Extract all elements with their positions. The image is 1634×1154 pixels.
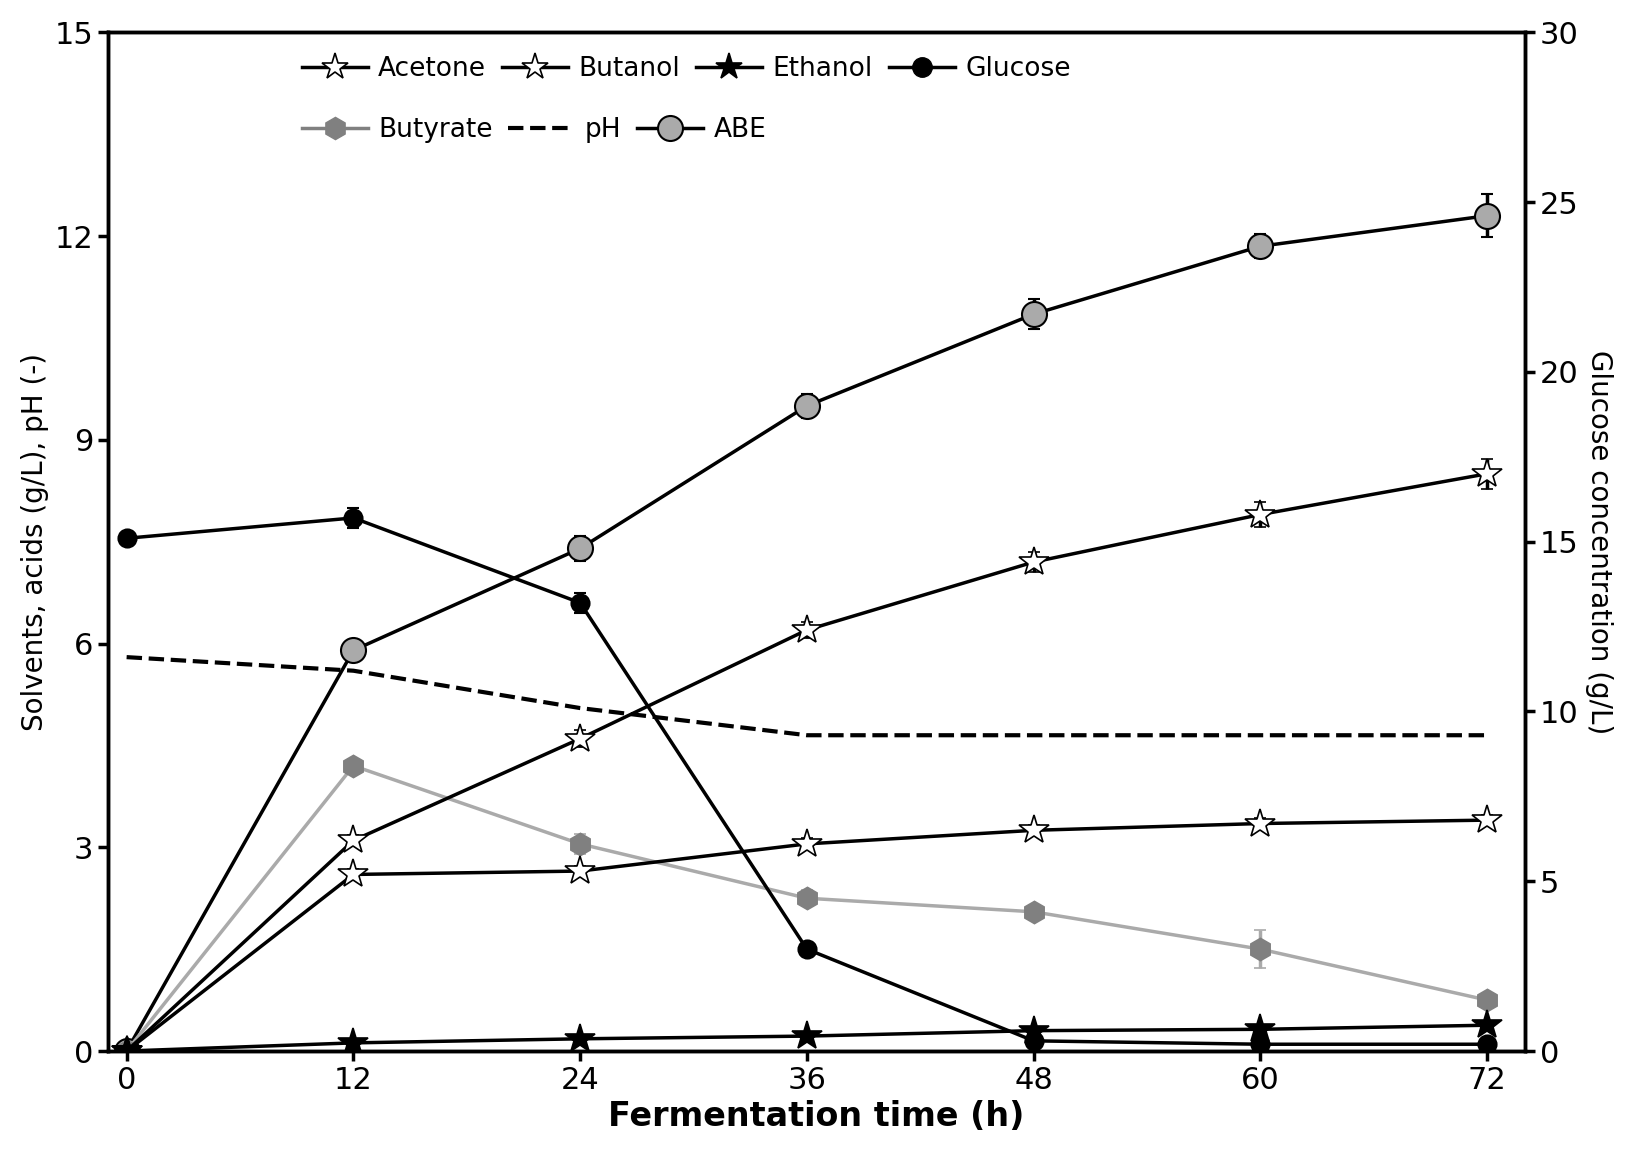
Y-axis label: Solvents, acids (g/L), pH (-): Solvents, acids (g/L), pH (-) — [21, 353, 49, 730]
Legend: Butyrate, pH, ABE: Butyrate, pH, ABE — [291, 106, 778, 153]
pH — [116, 650, 136, 664]
pH — [343, 664, 363, 677]
X-axis label: Fermentation time (h): Fermentation time (h) — [608, 1100, 1025, 1133]
pH — [1025, 728, 1044, 742]
pH — [797, 728, 817, 742]
Y-axis label: Glucose concentration (g/L): Glucose concentration (g/L) — [1585, 350, 1613, 734]
Line: pH: pH — [126, 657, 1487, 735]
pH — [1250, 728, 1270, 742]
pH — [570, 702, 590, 715]
pH — [1477, 728, 1497, 742]
